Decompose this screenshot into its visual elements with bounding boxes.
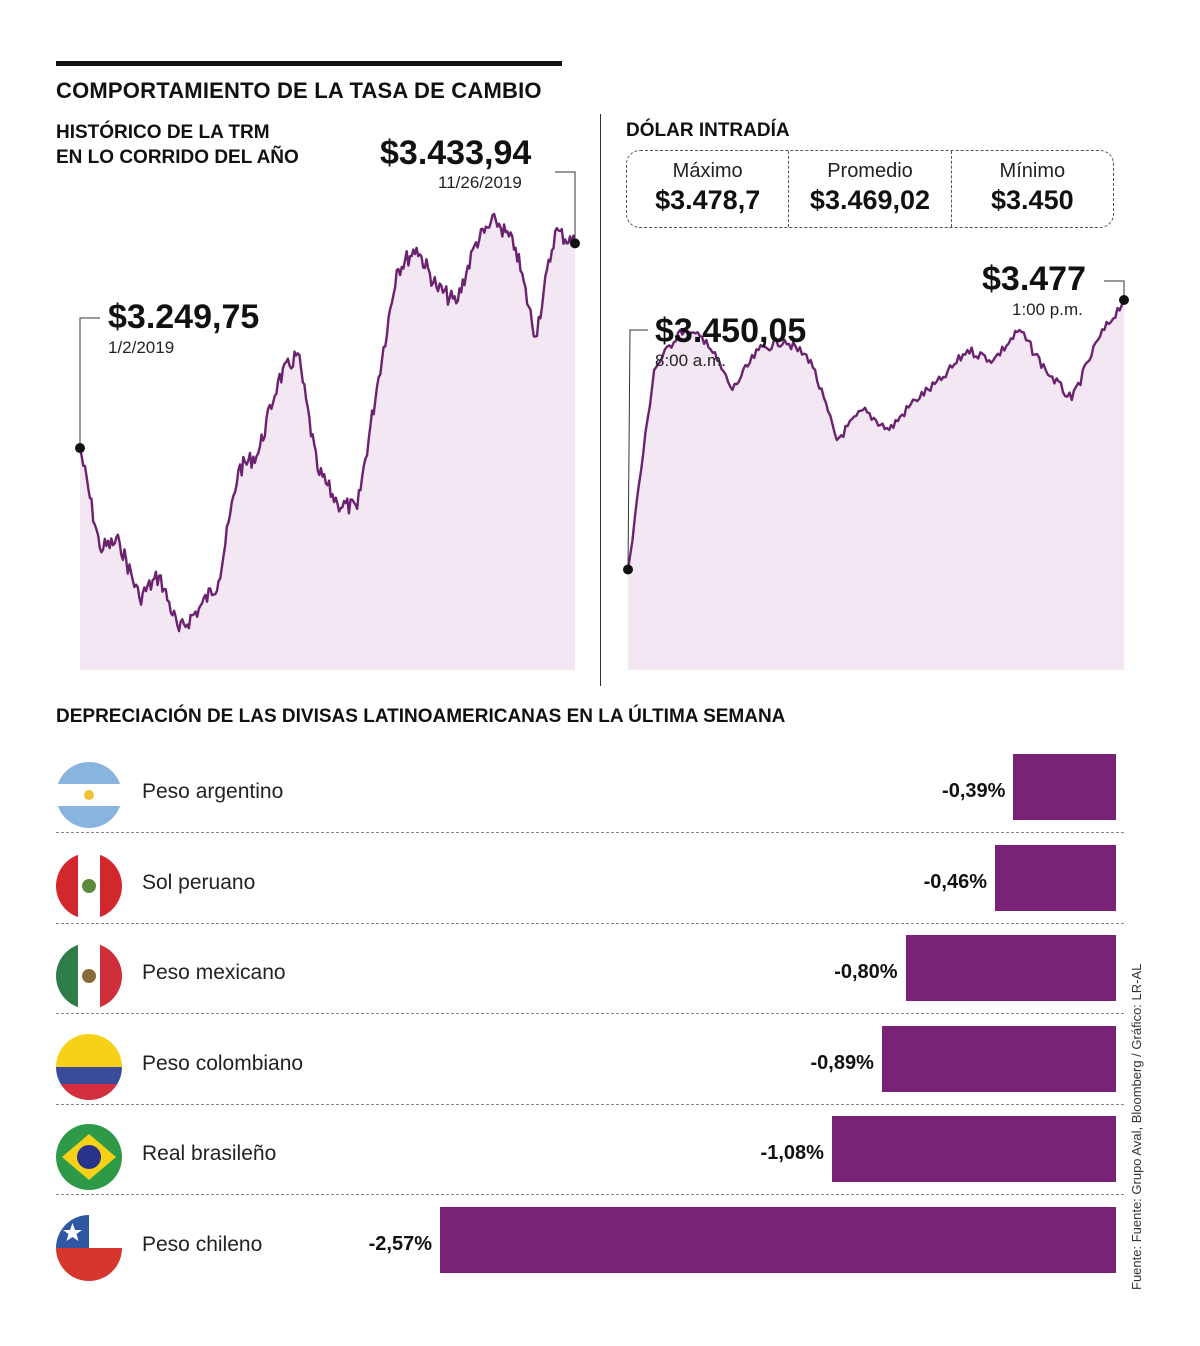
peru-flag-icon — [56, 852, 122, 919]
intra-start-time: 8:00 a.m. — [655, 351, 726, 370]
historic-end-leader — [555, 171, 576, 244]
intraday-start-leader — [627, 329, 648, 570]
argentina-flag-icon — [56, 762, 122, 828]
bar — [881, 1025, 1116, 1092]
row-separator — [56, 922, 1124, 924]
stat-max-value: $3.478,7 — [655, 185, 761, 215]
chile-flag-icon — [56, 1214, 122, 1281]
intraday-start-point — [623, 564, 633, 575]
intra-end-value: $3.477 — [982, 260, 1086, 298]
bar-category-label: Real brasileño — [142, 1142, 277, 1165]
bar-category-label: Peso mexicano — [142, 961, 286, 984]
stat-max: Máximo $3.478,7 — [627, 151, 788, 227]
colombia-flag-icon — [56, 1033, 122, 1100]
stat-avg-label: Promedio — [827, 160, 913, 182]
historic-start-leader — [79, 317, 100, 449]
row-separator — [56, 1013, 1124, 1014]
stat-avg: Promedio $3.469,02 — [788, 151, 950, 227]
bar-value-label: -0,46% — [923, 870, 987, 893]
row-separator — [56, 1194, 1124, 1195]
bar-value-label: -0,89% — [810, 1051, 874, 1074]
bar — [440, 1206, 1116, 1273]
intraday-stats-box: Máximo $3.478,7 Promedio $3.469,02 Mínim… — [626, 150, 1114, 228]
bar — [831, 1116, 1116, 1182]
stat-min-value: $3.450 — [991, 185, 1074, 215]
historic-title-line2: EN LO CORRIDO DEL AÑO — [56, 147, 299, 168]
hist-start-date: 1/2/2019 — [108, 338, 175, 357]
depreciation-title: DEPRECIACIÓN DE LAS DIVISAS LATINOAMERIC… — [56, 706, 786, 727]
intraday-chart-title: DÓLAR INTRADÍA — [626, 120, 790, 141]
row-separator — [56, 1103, 1124, 1105]
historic-start-point — [75, 443, 85, 454]
bar-row: Peso argentino -0,39% — [56, 754, 1124, 836]
bar-row: Peso mexicano -0,80% — [56, 935, 1124, 1017]
brazil-flag-icon — [56, 1124, 122, 1190]
bar-row: Sol peruano -0,46% — [56, 844, 1124, 927]
bar-value-label: -1,08% — [760, 1142, 824, 1164]
hist-start-value: $3.249,75 — [108, 298, 260, 336]
intraday-end-leader — [1104, 280, 1125, 300]
intra-end-time: 1:00 p.m. — [1012, 300, 1083, 319]
intra-start-value: $3.450,05 — [655, 312, 807, 350]
bar-row: Peso colombiano -0,89% — [56, 1025, 1124, 1108]
bar-value-label: -2,57% — [368, 1232, 432, 1255]
intraday-line — [626, 299, 1126, 570]
page-title: COMPORTAMIENTO DE LA TASA DE CAMBIO — [56, 78, 542, 103]
bar-category-label: Peso argentino — [142, 780, 284, 803]
bar-category-label: Sol peruano — [142, 870, 256, 894]
bar-row: Peso chileno -2,57% — [56, 1206, 1124, 1289]
intraday-area — [628, 300, 1124, 670]
bar-category-label: Peso chileno — [142, 1232, 263, 1256]
bar-value-label: -0,80% — [834, 961, 898, 983]
stat-max-label: Máximo — [672, 160, 743, 182]
source-note: Fuente: Fuente: Grupo Aval, Bloomberg / … — [1129, 963, 1144, 1290]
stat-avg-value: $3.469,02 — [809, 185, 931, 215]
historic-line — [78, 212, 577, 633]
intraday-end-point — [1119, 295, 1129, 305]
historic-end-point — [570, 238, 580, 249]
historic-chart — [75, 171, 1129, 670]
mexico-flag-icon — [56, 943, 122, 1009]
bar — [1013, 754, 1116, 820]
bar — [905, 935, 1116, 1001]
hist-end-value: $3.433,94 — [380, 134, 532, 172]
historic-area — [80, 213, 575, 670]
historic-chart-title: HISTÓRICO DE LA TRM EN LO CORRIDO DEL AÑ… — [56, 120, 356, 170]
stat-min: Mínimo $3.450 — [950, 151, 1113, 227]
historic-title-line1: HISTÓRICO DE LA TRM — [56, 122, 270, 143]
bar — [995, 844, 1116, 911]
row-separator — [56, 832, 1124, 833]
stat-min-label: Mínimo — [999, 160, 1066, 182]
bar-category-label: Peso colombiano — [142, 1051, 304, 1075]
bar-value-label: -0,39% — [942, 780, 1006, 802]
hist-end-date: 11/26/2019 — [438, 173, 522, 192]
title-rule — [56, 61, 562, 66]
bar-row: Real brasileño -1,08% — [56, 1116, 1124, 1198]
chart-divider — [600, 114, 601, 686]
